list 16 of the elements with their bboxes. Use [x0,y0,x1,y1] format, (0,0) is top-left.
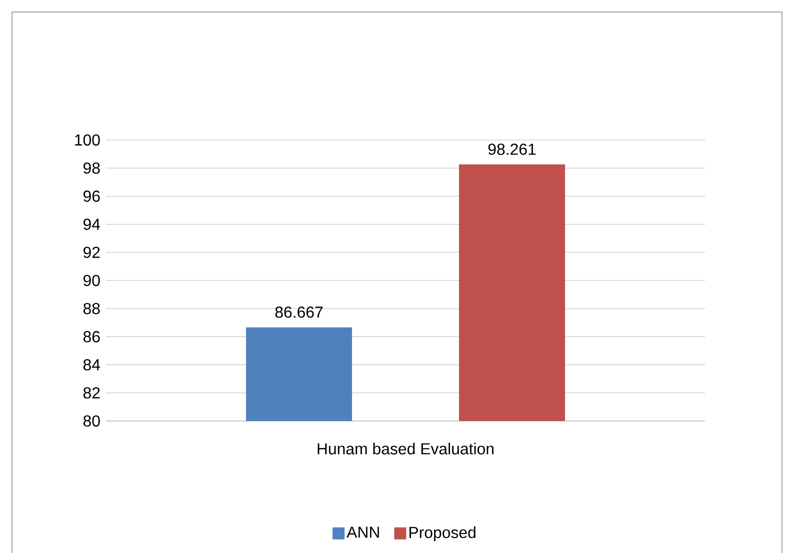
legend-label: Proposed [410,526,476,542]
data-label: 98.261 [488,144,536,155]
y-tick-label: 80 [83,415,100,427]
y-tick-label: 84 [83,359,100,370]
y-tick-label: 82 [83,387,100,399]
y-tick-label: 100 [75,134,100,146]
y-tick-label: 98 [84,162,100,174]
data-label: 86.667 [275,306,323,318]
y-tick-label: 94 [84,218,100,230]
y-tick-label: 92 [84,246,100,258]
y-tick-label: 88 [83,302,100,314]
legend-label: ANN [346,526,379,538]
y-tick-label: 90 [84,274,100,286]
y-tick-label: 96 [84,190,100,202]
y-tick-label: 86 [83,331,100,342]
x-tick-label: Hunam based Evaluation [318,442,494,454]
